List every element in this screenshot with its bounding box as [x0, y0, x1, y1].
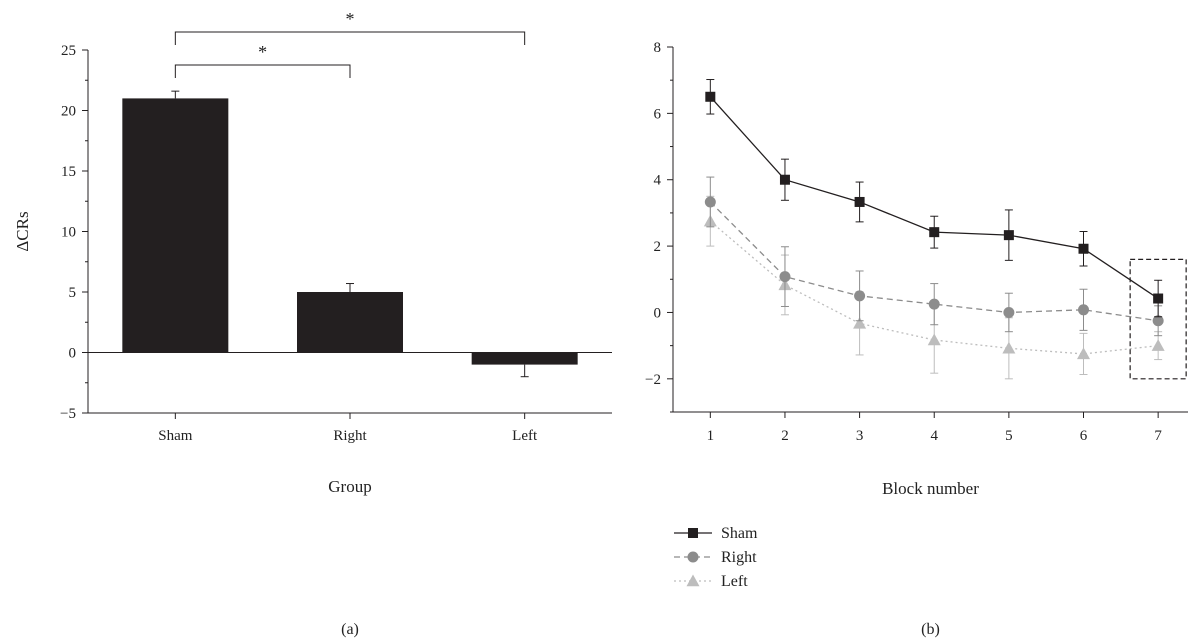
data-point — [1152, 315, 1164, 327]
y-tick-label: 8 — [654, 40, 662, 56]
legend-item: Sham — [674, 525, 758, 542]
data-point — [1002, 341, 1016, 354]
significance-brackets: ** — [174, 9, 526, 78]
x-tick-label: 4 — [930, 428, 938, 444]
data-point — [1078, 243, 1089, 254]
line-chart-panel: −2 0 2 4 6 8 1 2 3 4 5 6 7 Block number Sham Right Lef… — [645, 40, 1188, 638]
data-point — [853, 316, 867, 329]
y-tick-label: 0 — [69, 346, 77, 362]
x-tick-label: 2 — [781, 428, 789, 444]
legend-item: Left — [674, 573, 748, 590]
line-chart-axes: −2 0 2 4 6 8 1 2 3 4 5 6 7 — [645, 40, 1188, 444]
series-sham — [705, 79, 1164, 318]
legend-label: Left — [721, 573, 748, 590]
bar-chart-bars — [122, 90, 578, 378]
x-tick-label: 1 — [707, 428, 715, 444]
significance-star: * — [346, 9, 355, 29]
x-tick-label: 6 — [1080, 428, 1088, 444]
legend-marker — [686, 574, 700, 587]
line-chart-series — [703, 79, 1165, 380]
x-tick-label: Right — [333, 428, 367, 444]
bar — [471, 352, 578, 365]
y-tick-label: 10 — [61, 225, 76, 241]
data-point — [1151, 339, 1165, 351]
significance-star: * — [258, 42, 267, 62]
data-point — [1003, 306, 1015, 318]
y-axis-label: ΔCRs — [13, 211, 32, 251]
y-tick-label: 2 — [654, 239, 662, 255]
y-tick-label: −2 — [645, 372, 661, 388]
data-point — [1077, 347, 1091, 360]
y-tick-label: −5 — [60, 406, 76, 422]
x-tick-label: 5 — [1005, 428, 1013, 444]
x-tick-label: 7 — [1154, 428, 1162, 444]
x-axis-label: Block number — [882, 479, 979, 498]
data-point — [779, 271, 791, 283]
significance-bracket — [174, 31, 526, 45]
y-tick-label: 5 — [69, 285, 77, 301]
data-point — [854, 290, 866, 302]
y-tick-label: 25 — [61, 43, 76, 59]
y-tick-label: 20 — [61, 104, 76, 120]
data-point — [705, 91, 716, 102]
y-tick-label: 15 — [61, 164, 76, 180]
bar — [122, 98, 229, 353]
significance-bracket — [174, 64, 351, 78]
data-point — [1153, 293, 1164, 304]
legend-label: Sham — [721, 525, 758, 542]
x-tick-label: Sham — [158, 428, 193, 444]
legend-label: Right — [721, 549, 757, 566]
legend-marker — [688, 528, 698, 538]
y-tick-label: 0 — [654, 305, 662, 321]
x-axis-label: Group — [328, 477, 371, 496]
x-tick-label: 3 — [856, 428, 864, 444]
legend: Sham Right Left — [674, 525, 758, 590]
data-point — [779, 174, 790, 185]
highlight-rect — [1129, 258, 1187, 380]
panel-label: (b) — [921, 621, 940, 638]
bar — [297, 292, 403, 353]
data-point — [927, 333, 941, 346]
data-point — [928, 298, 940, 310]
y-tick-label: 4 — [654, 173, 662, 189]
data-point — [929, 227, 940, 238]
data-point — [1078, 304, 1090, 316]
series-right — [704, 176, 1164, 337]
data-point — [704, 196, 716, 208]
data-point — [854, 196, 865, 207]
panel-label: (a) — [341, 621, 359, 638]
highlight-box — [1129, 258, 1187, 380]
data-point — [1003, 230, 1014, 241]
legend-item: Right — [674, 549, 757, 566]
x-tick-label: Left — [512, 428, 538, 444]
y-tick-label: 6 — [654, 106, 662, 122]
legend-marker — [687, 551, 699, 563]
